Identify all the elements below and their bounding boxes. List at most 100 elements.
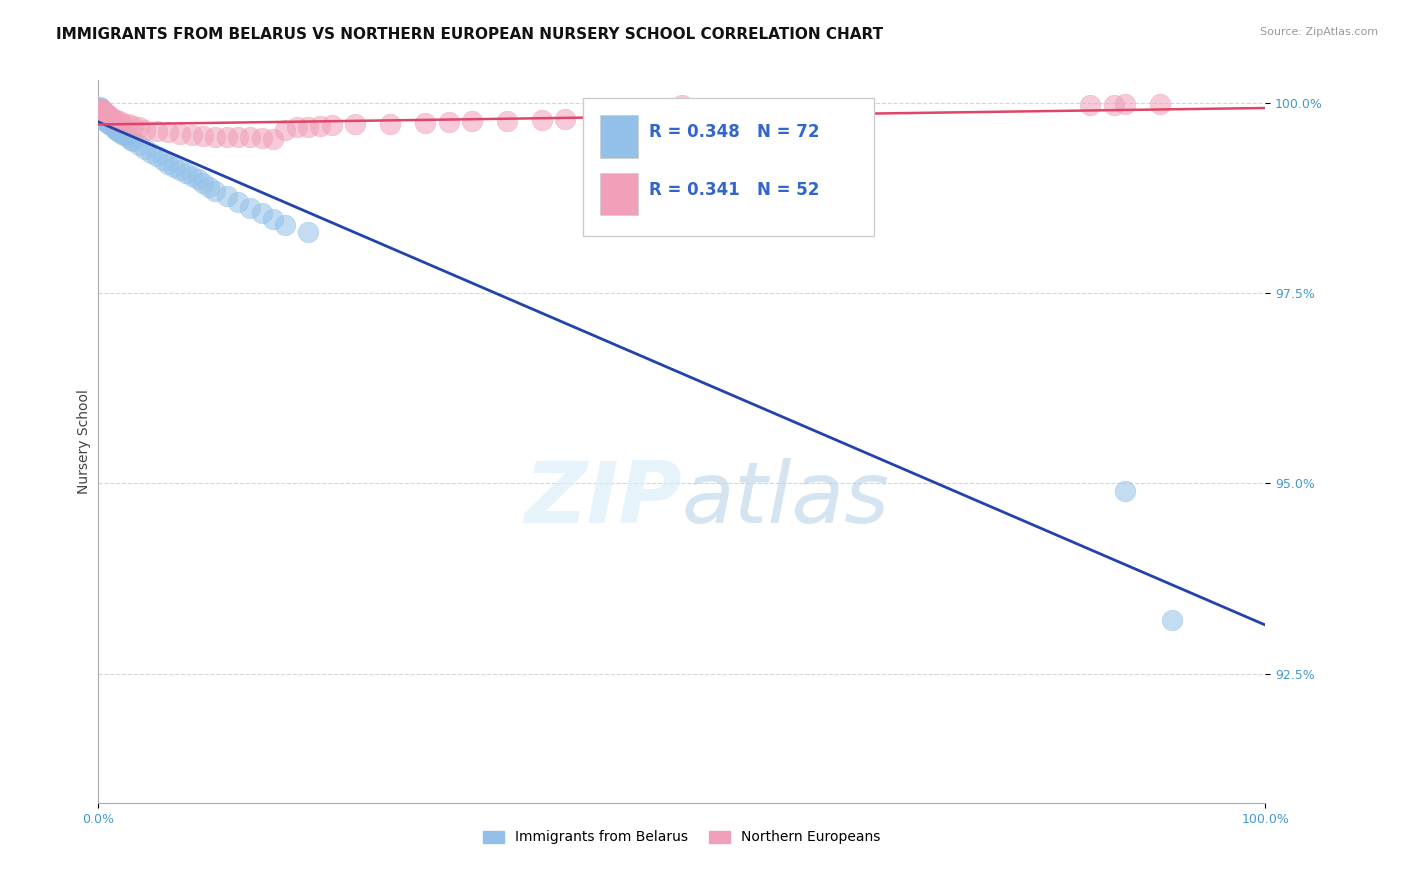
Point — [89, 106, 111, 120]
Point — [1114, 483, 1136, 498]
Point — [1161, 613, 1184, 627]
Point — [90, 103, 112, 117]
Point — [146, 149, 169, 163]
Point — [157, 157, 180, 171]
Point — [89, 100, 111, 114]
Point — [90, 102, 112, 116]
Point — [108, 114, 131, 128]
Point — [128, 120, 150, 135]
Point — [554, 112, 576, 126]
Point — [262, 132, 284, 146]
Point — [180, 169, 202, 183]
Point — [163, 160, 186, 174]
Point — [530, 112, 553, 127]
Point — [198, 179, 221, 194]
Point — [128, 137, 150, 152]
Point — [239, 130, 262, 145]
Point — [105, 123, 128, 137]
Point — [413, 116, 436, 130]
Point — [96, 112, 118, 127]
Point — [104, 112, 127, 127]
Point — [1102, 97, 1125, 112]
Point — [103, 120, 125, 135]
Point — [228, 129, 250, 144]
Point — [193, 176, 215, 190]
Text: atlas: atlas — [682, 458, 890, 541]
Point — [193, 128, 215, 143]
Point — [101, 112, 124, 126]
Point — [90, 107, 112, 121]
Point — [215, 130, 238, 145]
Point — [204, 129, 226, 144]
Point — [111, 116, 134, 130]
Point — [1149, 96, 1171, 111]
Point — [89, 105, 111, 120]
FancyBboxPatch shape — [600, 173, 637, 215]
Point — [93, 107, 115, 121]
Point — [134, 122, 156, 136]
Point — [309, 119, 332, 133]
Point — [90, 105, 112, 120]
Point — [122, 119, 145, 133]
Point — [239, 201, 262, 215]
Point — [180, 128, 202, 142]
Point — [91, 107, 114, 121]
Point — [90, 110, 112, 124]
Point — [93, 110, 115, 124]
Point — [262, 211, 284, 226]
Point — [94, 112, 117, 127]
Point — [321, 118, 343, 132]
Point — [111, 127, 134, 141]
Point — [146, 124, 169, 138]
Point — [90, 102, 112, 116]
Point — [174, 166, 197, 180]
Point — [101, 119, 124, 133]
Point — [90, 112, 112, 126]
Legend: Immigrants from Belarus, Northern Europeans: Immigrants from Belarus, Northern Europe… — [478, 825, 886, 850]
Point — [344, 117, 367, 131]
Point — [613, 112, 636, 126]
Text: ZIP: ZIP — [524, 458, 682, 541]
Point — [89, 103, 111, 117]
Point — [1080, 97, 1102, 112]
Text: Source: ZipAtlas.com: Source: ZipAtlas.com — [1260, 27, 1378, 37]
Point — [152, 153, 174, 168]
Text: R = 0.348   N = 72: R = 0.348 N = 72 — [650, 123, 820, 141]
Point — [96, 114, 118, 128]
Point — [94, 114, 117, 128]
Point — [437, 115, 460, 129]
Point — [122, 134, 145, 148]
FancyBboxPatch shape — [600, 115, 637, 158]
Point — [1114, 96, 1136, 111]
Point — [89, 105, 111, 120]
Point — [204, 184, 226, 198]
Point — [90, 108, 112, 122]
Point — [250, 131, 273, 145]
Point — [134, 142, 156, 156]
Point — [97, 114, 120, 128]
Point — [94, 112, 117, 126]
Text: R = 0.341   N = 52: R = 0.341 N = 52 — [650, 181, 820, 199]
Point — [91, 111, 114, 125]
Point — [90, 110, 112, 124]
Point — [285, 120, 308, 135]
Point — [90, 106, 112, 120]
Point — [90, 104, 112, 119]
Text: IMMIGRANTS FROM BELARUS VS NORTHERN EUROPEAN NURSERY SCHOOL CORRELATION CHART: IMMIGRANTS FROM BELARUS VS NORTHERN EURO… — [56, 27, 883, 42]
Point — [98, 117, 121, 131]
Point — [90, 105, 112, 120]
Point — [97, 115, 120, 129]
Point — [97, 116, 120, 130]
Point — [97, 117, 120, 131]
Point — [89, 102, 111, 116]
Point — [228, 194, 250, 209]
Point — [187, 172, 209, 186]
Point — [97, 107, 120, 121]
Point — [90, 107, 112, 121]
Point — [297, 226, 319, 240]
Point — [104, 122, 127, 136]
Point — [671, 97, 693, 112]
Point — [93, 112, 115, 126]
Point — [89, 109, 111, 123]
Point — [89, 103, 111, 118]
